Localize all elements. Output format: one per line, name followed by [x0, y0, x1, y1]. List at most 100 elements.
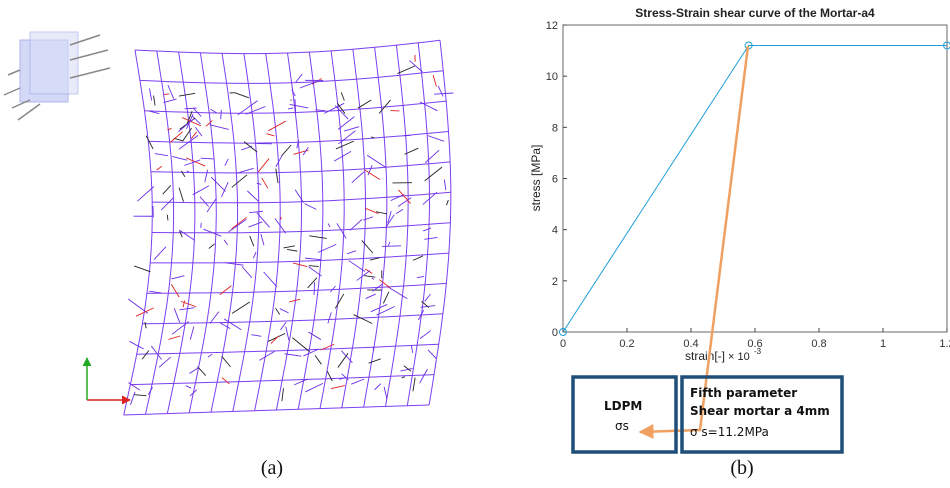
mesh-line — [308, 266, 323, 277]
mesh-line — [231, 216, 248, 230]
mesh-line — [327, 312, 332, 324]
mesh-line — [224, 158, 229, 166]
mesh-line — [182, 127, 192, 142]
mesh-line — [151, 222, 451, 234]
mesh-line — [178, 118, 194, 132]
mesh-line — [424, 293, 431, 302]
mesh-line — [150, 345, 162, 360]
mesh-line — [385, 214, 395, 229]
mesh-line — [231, 174, 248, 188]
mesh-line — [378, 279, 391, 289]
mesh-line — [330, 385, 345, 390]
cube-icon — [3, 31, 111, 121]
mesh-line — [270, 335, 280, 344]
mesh-line — [249, 210, 263, 214]
mesh-line — [135, 307, 154, 317]
annotation-box — [680, 375, 844, 454]
mesh-line — [292, 262, 308, 268]
mesh-line — [289, 298, 301, 303]
mesh-line — [225, 262, 244, 266]
mesh-line — [361, 240, 374, 254]
mesh-line — [257, 158, 270, 173]
mesh-line — [330, 285, 336, 293]
mesh-line — [180, 300, 197, 308]
mesh-line — [427, 349, 437, 359]
mesh-line — [279, 308, 289, 314]
mesh-line — [364, 207, 379, 215]
mesh-line — [326, 370, 333, 382]
mesh-line — [185, 157, 206, 167]
mesh-line — [340, 350, 353, 364]
mesh-line — [281, 388, 284, 402]
mesh-line — [178, 92, 196, 97]
mesh-line — [127, 298, 149, 314]
mesh-line — [344, 126, 360, 132]
mesh-line — [290, 99, 292, 102]
mesh-line — [443, 179, 447, 190]
mesh-line — [220, 322, 231, 329]
mesh-line — [422, 191, 438, 205]
mesh-line — [416, 276, 425, 279]
y-tick-label: 12 — [546, 20, 558, 32]
x-tick-label: 0.4 — [683, 338, 698, 350]
mesh-line — [247, 190, 259, 202]
mesh-line — [160, 197, 174, 211]
mesh-line — [205, 120, 213, 127]
mesh-line — [387, 241, 391, 247]
mesh-line — [367, 165, 373, 176]
mesh-line — [248, 221, 263, 228]
mesh-line — [337, 116, 355, 130]
y-tick-label: 0 — [552, 327, 558, 339]
mesh-line — [327, 223, 331, 228]
mesh-line — [314, 355, 322, 365]
box-line: Shear mortar a 4mm — [690, 404, 830, 418]
mesh-line — [256, 212, 270, 228]
mesh-line — [192, 185, 210, 196]
mesh-line — [341, 373, 349, 381]
mesh-line — [364, 169, 381, 180]
mesh-line — [363, 216, 374, 221]
mesh-line — [293, 378, 309, 386]
mesh-line — [422, 227, 432, 232]
mesh-line — [427, 135, 445, 142]
mesh-line — [412, 377, 416, 392]
mesh-line — [221, 356, 231, 368]
mesh-line — [296, 140, 300, 149]
mesh-line — [123, 49, 153, 416]
mesh-line — [337, 353, 349, 368]
chart: Stress-Strain shear curve of the Mortar-… — [529, 6, 950, 363]
mesh-line — [221, 377, 230, 385]
x-tick-label: 0 — [560, 338, 566, 350]
mesh-line — [383, 386, 388, 400]
mesh-line — [387, 210, 392, 224]
mesh-line — [150, 161, 451, 174]
panel-label: (b) — [730, 457, 753, 479]
mesh-line — [371, 136, 375, 139]
mesh-line — [189, 389, 198, 397]
mesh-line — [285, 326, 290, 341]
mesh-line — [130, 374, 435, 386]
mesh-line — [395, 209, 404, 215]
mesh-line — [153, 246, 167, 260]
mesh-line — [419, 368, 428, 384]
mesh-line — [192, 107, 202, 117]
mesh-line — [378, 99, 391, 114]
box-title: LDPM — [604, 399, 642, 413]
mesh-line — [241, 266, 253, 279]
mesh-line — [284, 353, 302, 357]
mesh-line — [243, 141, 258, 153]
mesh-line — [167, 127, 172, 131]
mesh-line — [371, 277, 375, 280]
mesh-line — [178, 229, 196, 241]
mesh-line — [397, 65, 416, 74]
mesh-line — [170, 284, 180, 298]
mesh-line — [446, 199, 449, 206]
mesh-line — [338, 130, 356, 145]
mesh-line — [146, 282, 447, 294]
mesh-line — [185, 385, 192, 389]
x-axis-label: strain[-] — [685, 349, 725, 363]
mesh-line — [129, 340, 144, 350]
y-tick-label: 10 — [546, 71, 558, 83]
x-tick-label: 0.8 — [811, 338, 826, 350]
data-line — [562, 45, 947, 333]
